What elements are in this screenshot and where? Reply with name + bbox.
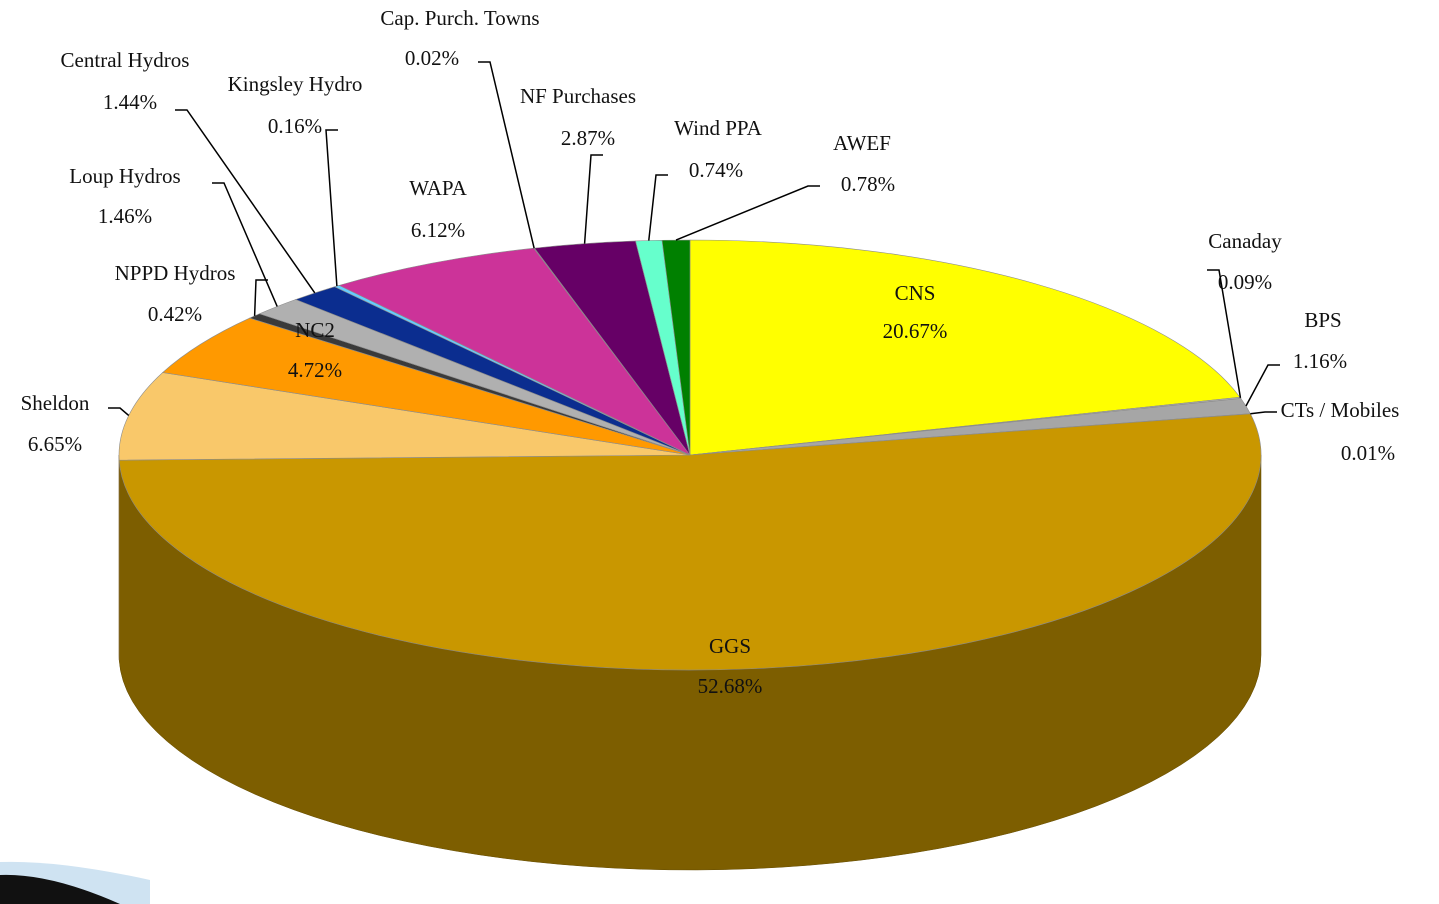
slice-label: NC2 bbox=[295, 318, 335, 342]
value-label: 0.78% bbox=[841, 172, 895, 196]
slice-label: CTs / Mobiles bbox=[1281, 398, 1400, 422]
leader-line bbox=[478, 61, 535, 249]
value-label: 0.42% bbox=[148, 302, 202, 326]
leader-line bbox=[648, 174, 668, 241]
value-label: 6.12% bbox=[411, 218, 465, 242]
slice bbox=[162, 317, 691, 456]
slice bbox=[689, 239, 1241, 456]
value-label: 0.02% bbox=[405, 46, 459, 70]
decoration bbox=[0, 874, 120, 904]
value-label: 1.16% bbox=[1293, 349, 1347, 373]
leader-line bbox=[253, 279, 268, 316]
slice bbox=[338, 247, 691, 456]
slice bbox=[661, 239, 691, 456]
slice-label: BPS bbox=[1304, 308, 1341, 332]
slice-label: NF Purchases bbox=[520, 84, 636, 108]
leader-line bbox=[675, 185, 820, 241]
value-label: 20.67% bbox=[883, 319, 948, 343]
leader-line bbox=[108, 407, 130, 417]
value-label: 4.72% bbox=[288, 358, 342, 382]
value-label: 6.65% bbox=[28, 432, 82, 456]
leader-line bbox=[583, 154, 603, 244]
value-label: 2.87% bbox=[561, 126, 615, 150]
slice-label: AWEF bbox=[833, 131, 891, 155]
slice bbox=[118, 413, 1262, 671]
value-label: 52.68% bbox=[698, 674, 763, 698]
slice-label: Cap. Purch. Towns bbox=[380, 6, 539, 30]
slice-label: Kingsley Hydro bbox=[228, 72, 363, 96]
leader-line bbox=[175, 109, 316, 294]
slice bbox=[118, 372, 691, 461]
leader-line bbox=[1207, 269, 1242, 398]
value-label: 1.46% bbox=[98, 204, 152, 228]
value-label: 0.01% bbox=[1341, 441, 1395, 465]
value-label: 0.74% bbox=[689, 158, 743, 182]
leader-line bbox=[1245, 364, 1280, 407]
slice-label: Wind PPA bbox=[674, 116, 762, 140]
slice-label: NPPD Hydros bbox=[115, 261, 236, 285]
slice-label: Canaday bbox=[1208, 229, 1282, 253]
slice-label: Sheldon bbox=[21, 391, 90, 415]
value-label: 0.16% bbox=[268, 114, 322, 138]
slice-label: GGS bbox=[709, 634, 751, 658]
slice-label: Central Hydros bbox=[61, 48, 190, 72]
leader-line bbox=[212, 182, 278, 307]
slice-label: Loup Hydros bbox=[69, 164, 180, 188]
leader-line bbox=[325, 129, 338, 287]
slice-label: CNS bbox=[895, 281, 936, 305]
slice-label: WAPA bbox=[409, 176, 467, 200]
value-label: 0.09% bbox=[1218, 270, 1272, 294]
leader-line bbox=[1250, 411, 1277, 415]
value-label: 1.44% bbox=[103, 90, 157, 114]
